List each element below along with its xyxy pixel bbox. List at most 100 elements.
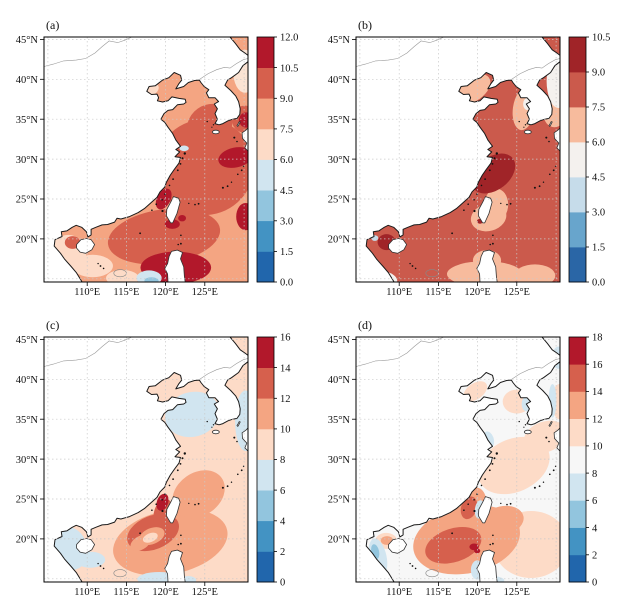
coastline (53, 37, 248, 282)
small-island-dot (102, 567, 105, 570)
small-island-dot (180, 542, 182, 545)
colorbar-tick-label: 8 (280, 455, 285, 466)
small-island-dot (237, 173, 239, 176)
small-island-dot (194, 203, 196, 206)
x-tick-label: 110°E (74, 587, 100, 598)
small-island-dot (492, 542, 494, 545)
contour-region (164, 219, 180, 229)
small-island-dot (240, 469, 243, 472)
colorbar-tick-label: 10 (592, 442, 603, 453)
island-jeju (523, 129, 532, 135)
panel-d: 20°N 25°N 30°N 35°N 40°N 45°N 110°E 115°E 120°E 1… (312, 300, 624, 600)
colorbar-segment (257, 220, 274, 252)
contour-region (474, 548, 481, 554)
small-island-dot (500, 202, 502, 205)
y-tick-label: 35°N (16, 415, 39, 426)
small-island-dot (409, 562, 411, 565)
small-island-dot (233, 436, 236, 439)
island-tsushima (236, 421, 241, 428)
colorbar-tick-label: 0.0 (592, 278, 605, 289)
contour-region (523, 420, 560, 453)
colorbar-segment (257, 67, 274, 99)
small-island-dot (206, 420, 208, 423)
small-island-dot (480, 484, 483, 487)
x-tick-label: 115°E (425, 587, 451, 598)
y-tick-label: 30°N (16, 155, 39, 166)
island-taiwan (165, 196, 181, 224)
colorbar-segment (569, 473, 586, 501)
colorbar-segment (257, 398, 274, 430)
x-tick-label: 115°E (113, 287, 139, 298)
small-island-dot (99, 565, 102, 567)
small-island-dot (177, 543, 179, 546)
colorbar-tick-label: 9.0 (280, 94, 293, 105)
small-island-dot (533, 186, 536, 189)
small-island-dot (506, 203, 508, 206)
colorbar-tick-label: 10.5 (592, 33, 610, 44)
small-island-dot (467, 503, 469, 505)
small-island-dot (411, 565, 414, 567)
colorbar-tick-label: 4 (280, 516, 286, 527)
colorbar-segment (257, 490, 274, 522)
x-tick-label: 125°E (504, 587, 530, 598)
colorbar-segment (257, 367, 274, 399)
small-island-dot (97, 562, 99, 565)
colorbar-tick-label: 2 (592, 550, 597, 561)
small-island-dot (180, 534, 182, 537)
island-jeju (211, 429, 220, 435)
small-island-dot (139, 532, 142, 535)
country-border (356, 337, 445, 367)
small-island-dot (473, 499, 475, 501)
island-hainan (388, 538, 408, 554)
x-tick-label: 120°E (464, 287, 490, 298)
panel-b: 20°N 25°N 30°N 35°N 40°N 45°N 110°E 115°E 120°E 1… (312, 0, 624, 300)
island-taiwan (165, 496, 181, 524)
island-tsushima (548, 121, 553, 128)
contour-region (155, 188, 172, 210)
small-island-dot (533, 486, 536, 489)
small-island-dot (542, 181, 545, 183)
mainland-fill (356, 337, 560, 582)
x-tick-label: 110°E (74, 287, 100, 298)
colorbar-tick-label: 7.5 (280, 125, 293, 136)
small-island-dot (523, 126, 525, 128)
colorbar-tick-label: 1.5 (592, 243, 605, 254)
small-island-dot (495, 452, 498, 455)
small-island-dot (181, 157, 184, 160)
x-tick-label: 125°E (504, 287, 530, 298)
small-island-dot (226, 485, 229, 488)
x-tick-label: 115°E (425, 287, 451, 298)
small-island-dot (236, 140, 238, 143)
colorbar-segment (257, 551, 274, 583)
map-area (44, 37, 248, 282)
small-island-dot (489, 243, 491, 246)
small-island-dot (509, 502, 512, 505)
island-taiwan (477, 196, 493, 224)
colorbar-tick-label: 9.0 (592, 68, 605, 79)
small-island-dot (495, 152, 498, 155)
small-island-dot (230, 481, 233, 483)
y-tick-label: 45°N (328, 35, 351, 46)
colorbar-tick-label: 7.5 (592, 103, 605, 114)
island-luzon (164, 249, 186, 282)
small-island-dot (506, 503, 508, 506)
country-border (44, 37, 133, 67)
small-island-dot (473, 509, 476, 513)
mainland-fill (44, 37, 248, 282)
colorbar-segment (569, 445, 586, 474)
small-island-dot (206, 120, 208, 123)
small-island-dot (230, 181, 233, 183)
small-island-dot (545, 136, 548, 139)
small-island-dot (151, 209, 153, 211)
colorbar-segment (569, 554, 586, 583)
panel-label: (a) (46, 18, 59, 32)
map-panel-d: 20°N 25°N 30°N 35°N 40°N 45°N 110°E 115°E 120°E 1… (328, 318, 604, 598)
x-tick-label: 120°E (152, 587, 178, 598)
small-island-dot (492, 534, 494, 537)
small-island-dot (172, 178, 175, 181)
island-hainan (388, 238, 408, 254)
small-island-dot (237, 473, 239, 476)
colorbar-tick-label: 1.5 (280, 247, 293, 258)
contour-region (481, 505, 524, 536)
panel-label: (b) (358, 18, 372, 32)
